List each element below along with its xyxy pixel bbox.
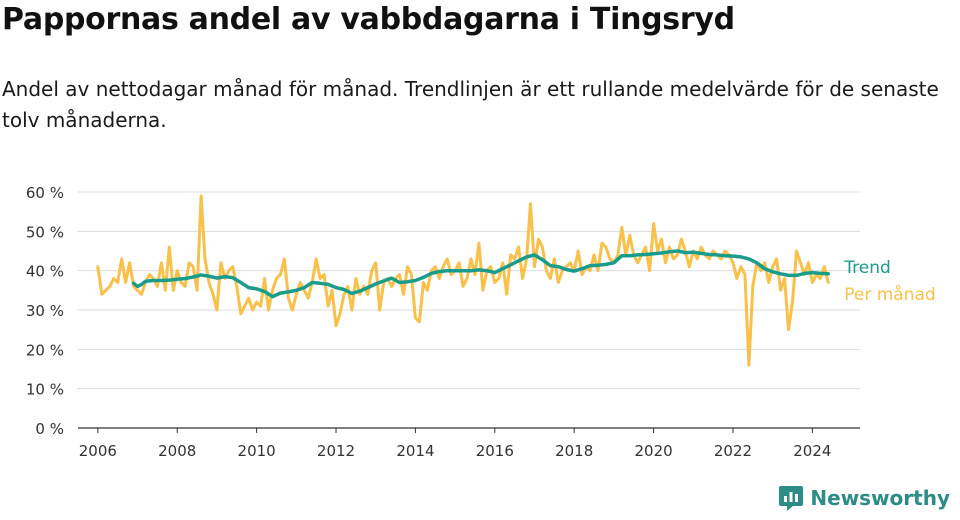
y-tick-label: 10 % bbox=[26, 381, 64, 399]
x-tick-label: 2008 bbox=[158, 442, 196, 460]
x-tick-label: 2006 bbox=[79, 442, 117, 460]
series-lines bbox=[96, 194, 830, 367]
y-tick-label: 30 % bbox=[26, 302, 64, 320]
brand: Newsworthy bbox=[778, 484, 950, 512]
x-tick-label: 2020 bbox=[634, 442, 672, 460]
newsworthy-logo-icon bbox=[779, 486, 804, 511]
line-chart: 0 % 10 % 20 % 30 % 40 % 50 % 60 % 2006 2008 2010… bbox=[26, 184, 936, 460]
y-tick-label: 50 % bbox=[26, 223, 64, 241]
chart-title: Pappornas andel av vabbdagarna i Tingsry… bbox=[2, 2, 735, 37]
series-line-trend bbox=[131, 249, 830, 299]
x-tick-label: 2010 bbox=[238, 442, 276, 460]
series-labels: Trend Per månad bbox=[843, 258, 935, 305]
x-tick-label: 2012 bbox=[317, 442, 355, 460]
y-tick-label: 60 % bbox=[26, 184, 64, 202]
label-per-manad: Per månad bbox=[844, 284, 935, 305]
series-line-per-manad bbox=[96, 194, 830, 367]
brand-name: Newsworthy bbox=[810, 486, 950, 510]
x-tick-label: 2022 bbox=[714, 442, 752, 460]
chart-subtitle: Andel av nettodagar månad för månad. Tre… bbox=[2, 77, 939, 132]
y-tick-label: 40 % bbox=[26, 263, 64, 281]
label-trend: Trend bbox=[843, 258, 891, 278]
grid-lines bbox=[78, 191, 860, 429]
x-axis: 2006 2008 2010 2012 2014 2016 2018 2020 2022 2024 bbox=[79, 428, 831, 460]
x-tick-label: 2014 bbox=[396, 442, 434, 460]
x-tick-label: 2024 bbox=[793, 442, 831, 460]
x-tick-label: 2018 bbox=[555, 442, 593, 460]
y-axis-ticks: 0 % 10 % 20 % 30 % 40 % 50 % 60 % bbox=[26, 184, 64, 438]
y-tick-label: 20 % bbox=[26, 341, 64, 359]
x-tick-label: 2016 bbox=[476, 442, 514, 460]
y-tick-label: 0 % bbox=[35, 420, 64, 438]
